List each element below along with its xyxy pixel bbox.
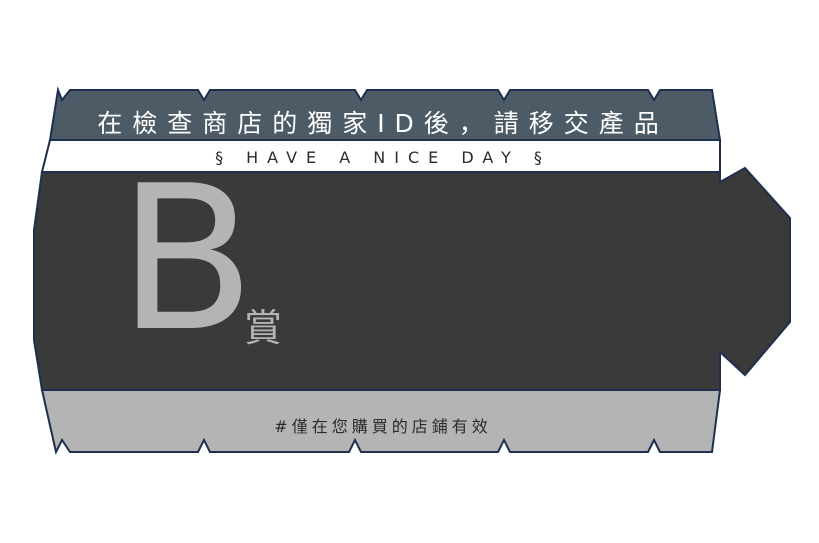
ticket-main-body <box>33 166 791 391</box>
prize-letter: B <box>118 143 256 376</box>
tagline: § HAVE A NICE DAY § <box>215 148 551 167</box>
ticket-header-band <box>48 86 722 141</box>
footer-note: #僅在您購買的店鋪有效 <box>274 417 492 436</box>
top-title: 在檢查商店的獨家ID後，請移交產品 <box>97 109 669 138</box>
ticket-footer-band <box>40 389 722 455</box>
prize-suffix: 賞 <box>244 306 283 350</box>
ticket-tagline-strip <box>40 139 721 173</box>
